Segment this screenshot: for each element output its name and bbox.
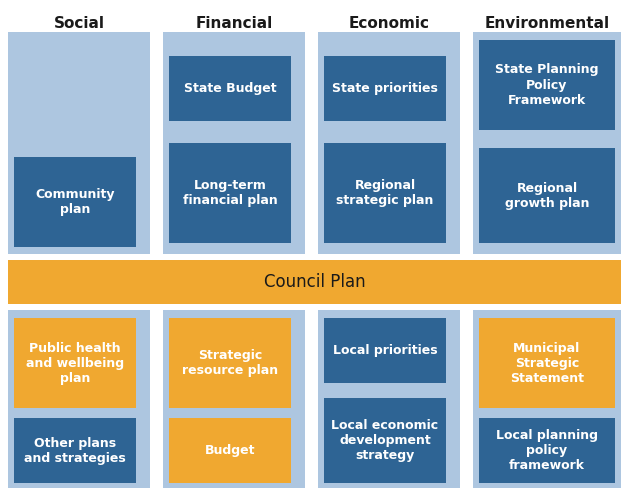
FancyBboxPatch shape bbox=[318, 32, 460, 254]
FancyBboxPatch shape bbox=[163, 310, 305, 488]
FancyBboxPatch shape bbox=[473, 310, 621, 488]
Text: Economic: Economic bbox=[349, 16, 429, 31]
Text: Regional
growth plan: Regional growth plan bbox=[505, 181, 589, 209]
FancyBboxPatch shape bbox=[324, 143, 446, 243]
Text: Public health
and wellbeing
plan: Public health and wellbeing plan bbox=[26, 341, 124, 384]
FancyBboxPatch shape bbox=[473, 32, 621, 254]
FancyBboxPatch shape bbox=[14, 318, 136, 408]
Text: Strategic
resource plan: Strategic resource plan bbox=[182, 349, 278, 377]
Text: Social: Social bbox=[53, 16, 105, 31]
FancyBboxPatch shape bbox=[8, 260, 621, 304]
FancyBboxPatch shape bbox=[479, 418, 615, 483]
Text: Council Plan: Council Plan bbox=[264, 273, 366, 291]
FancyBboxPatch shape bbox=[8, 32, 150, 254]
FancyBboxPatch shape bbox=[169, 318, 291, 408]
FancyBboxPatch shape bbox=[479, 318, 615, 408]
FancyBboxPatch shape bbox=[479, 40, 615, 130]
Text: State Planning
Policy
Framework: State Planning Policy Framework bbox=[495, 64, 599, 107]
FancyBboxPatch shape bbox=[324, 398, 446, 483]
Text: Financial: Financial bbox=[196, 16, 273, 31]
Text: Other plans
and strategies: Other plans and strategies bbox=[24, 437, 126, 464]
Text: Environmental: Environmental bbox=[485, 16, 609, 31]
Text: Long-term
financial plan: Long-term financial plan bbox=[182, 179, 277, 207]
FancyBboxPatch shape bbox=[324, 56, 446, 121]
Text: Municipal
Strategic
Statement: Municipal Strategic Statement bbox=[510, 341, 584, 384]
Text: Local economic
development
strategy: Local economic development strategy bbox=[332, 419, 438, 462]
Text: Local priorities: Local priorities bbox=[333, 344, 437, 357]
Text: State priorities: State priorities bbox=[332, 82, 438, 95]
Text: Budget: Budget bbox=[205, 444, 255, 457]
Text: Local planning
policy
framework: Local planning policy framework bbox=[496, 429, 598, 472]
FancyBboxPatch shape bbox=[8, 310, 150, 488]
FancyBboxPatch shape bbox=[169, 418, 291, 483]
FancyBboxPatch shape bbox=[479, 148, 615, 243]
FancyBboxPatch shape bbox=[318, 310, 460, 488]
Text: Community
plan: Community plan bbox=[35, 188, 115, 216]
FancyBboxPatch shape bbox=[14, 157, 136, 247]
FancyBboxPatch shape bbox=[169, 143, 291, 243]
FancyBboxPatch shape bbox=[163, 32, 305, 254]
FancyBboxPatch shape bbox=[14, 418, 136, 483]
Text: State Budget: State Budget bbox=[184, 82, 277, 95]
FancyBboxPatch shape bbox=[324, 318, 446, 383]
FancyBboxPatch shape bbox=[169, 56, 291, 121]
Text: Regional
strategic plan: Regional strategic plan bbox=[336, 179, 434, 207]
